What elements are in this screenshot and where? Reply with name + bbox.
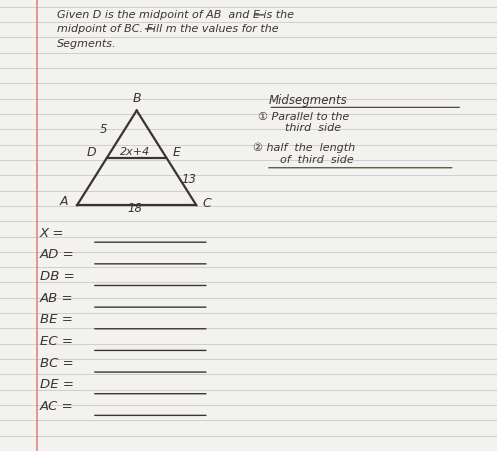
Text: Given D is the midpoint of AB  and E is the: Given D is the midpoint of AB and E is t… [57, 10, 294, 20]
Text: 5: 5 [99, 123, 107, 136]
Text: 13: 13 [181, 173, 196, 186]
Text: DE =: DE = [40, 378, 74, 391]
Text: E: E [172, 146, 180, 159]
Text: BC =: BC = [40, 357, 74, 370]
Text: AD =: AD = [40, 249, 75, 262]
Text: AB =: AB = [40, 292, 74, 305]
Text: EC =: EC = [40, 335, 73, 348]
Text: AC =: AC = [40, 400, 74, 413]
Text: A: A [60, 195, 68, 208]
Text: ① Parallel to the: ① Parallel to the [258, 111, 350, 121]
Text: 2x+4: 2x+4 [120, 147, 150, 157]
Text: Midsegments: Midsegments [268, 94, 347, 107]
Text: midpoint of BC. Fill m the values for the: midpoint of BC. Fill m the values for th… [57, 24, 279, 34]
Text: BE =: BE = [40, 313, 73, 327]
Text: of  third  side: of third side [266, 155, 354, 165]
Text: 18: 18 [128, 202, 143, 215]
Text: X =: X = [40, 227, 64, 240]
Text: third  side: third side [271, 123, 341, 133]
Text: B: B [132, 92, 141, 106]
Text: DB =: DB = [40, 270, 75, 283]
Text: Segments.: Segments. [57, 39, 117, 49]
Text: C: C [202, 198, 211, 211]
Text: D: D [86, 146, 96, 159]
Text: ② half  the  length: ② half the length [253, 143, 355, 153]
